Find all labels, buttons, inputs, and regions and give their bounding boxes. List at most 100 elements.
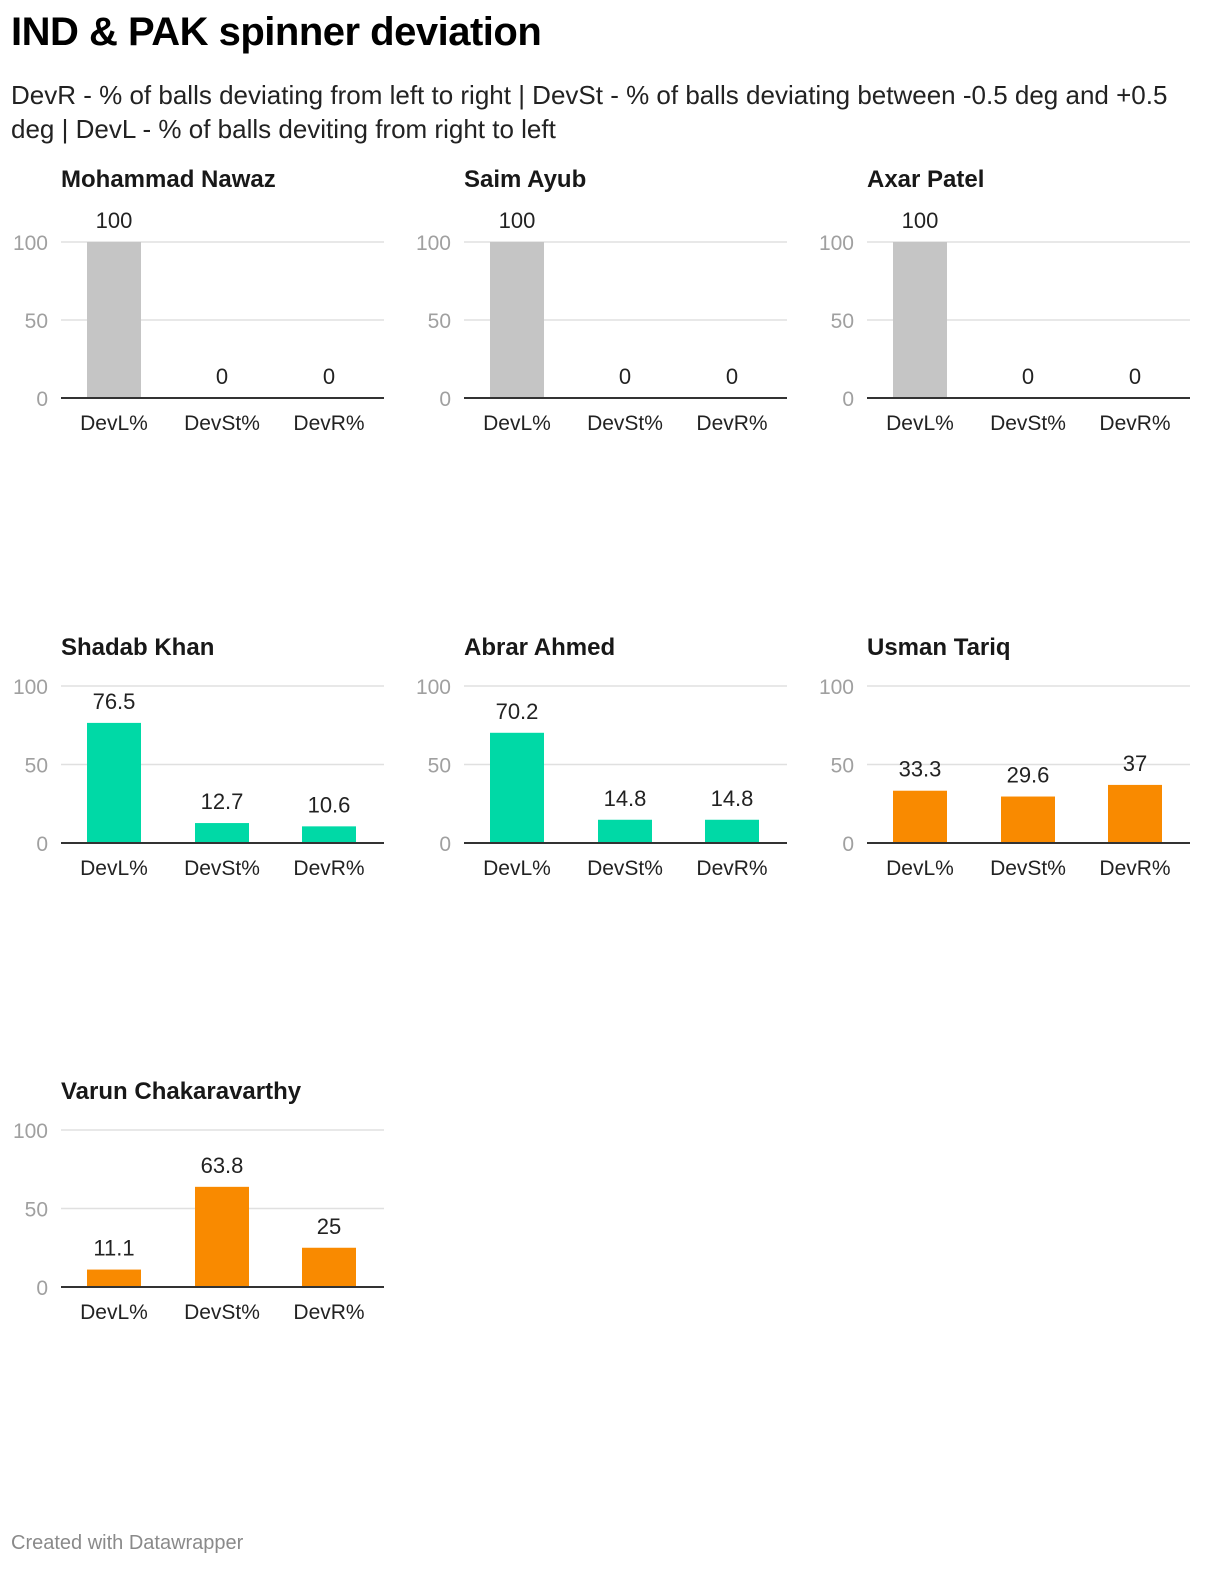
x-tick-label: DevL% — [483, 412, 551, 435]
x-tick-label: DevR% — [696, 857, 767, 880]
y-tick-label: 0 — [842, 833, 854, 856]
bar — [87, 242, 141, 398]
x-tick-label: DevL% — [483, 857, 551, 880]
y-tick-label: 0 — [36, 388, 48, 411]
y-tick-label: 0 — [842, 388, 854, 411]
data-label: 0 — [216, 364, 228, 389]
chart-title: IND & PAK spinner deviation — [11, 10, 542, 54]
panel-saim-ayub: Saim Ayub 0 50 100 100 DevL% 0 DevSt% 0 DevR% — [413, 166, 798, 586]
bar — [705, 819, 759, 843]
data-label: 100 — [902, 208, 939, 233]
data-label: 29.6 — [1007, 763, 1050, 788]
y-tick-label: 100 — [13, 232, 48, 255]
x-tick-label: DevL% — [80, 412, 148, 435]
data-label: 0 — [619, 364, 631, 389]
chart-subtitle: DevR - % of balls deviating from left to… — [11, 80, 1168, 144]
data-label: 70.2 — [496, 699, 539, 724]
data-label: 0 — [1129, 364, 1141, 389]
bar — [195, 823, 249, 843]
data-label: 76.5 — [93, 689, 136, 714]
bar-chart: 0 50 100 100 DevL% 0 DevSt% 0 DevR% — [416, 208, 787, 435]
x-tick-label: DevL% — [80, 1301, 148, 1324]
bar-chart: 0 50 100 11.1 DevL% 63.8 DevSt% 25 DevR% — [13, 1120, 384, 1324]
bar-chart: 0 50 100 76.5 DevL% 12.7 DevSt% 10.6 DevR% — [13, 676, 384, 880]
y-tick-label: 50 — [25, 1199, 48, 1222]
data-label: 10.6 — [308, 792, 351, 817]
panel-axar-patel: Axar Patel 0 50 100 100 DevL% 0 DevSt% 0 DevR% — [816, 166, 1201, 586]
bar-chart: 0 50 100 33.3 DevL% 29.6 DevSt% 37 DevR% — [819, 676, 1190, 880]
bar — [302, 826, 356, 843]
y-tick-label: 100 — [416, 232, 451, 255]
x-tick-label: DevL% — [886, 857, 954, 880]
bar-chart: 0 50 100 100 DevL% 0 DevSt% 0 DevR% — [13, 208, 384, 435]
panel-title: Mohammad Nawaz — [61, 166, 276, 193]
bar — [1108, 784, 1162, 843]
bar — [195, 1186, 249, 1287]
data-label: 100 — [96, 208, 133, 233]
bar — [87, 1269, 141, 1287]
bar — [1001, 796, 1055, 843]
y-tick-label: 0 — [36, 1277, 48, 1300]
data-label: 33.3 — [899, 757, 942, 782]
footer-credit: Created with Datawrapper — [11, 1532, 244, 1554]
bar — [490, 732, 544, 843]
y-tick-label: 0 — [36, 833, 48, 856]
x-tick-label: DevSt% — [587, 857, 663, 880]
x-tick-label: DevL% — [886, 412, 954, 435]
data-label: 63.8 — [201, 1153, 244, 1178]
y-tick-label: 0 — [439, 833, 451, 856]
x-tick-label: DevR% — [293, 412, 364, 435]
bar — [893, 790, 947, 843]
data-label: 11.1 — [93, 1236, 134, 1261]
x-tick-label: DevSt% — [990, 857, 1066, 880]
y-tick-label: 100 — [416, 676, 451, 699]
data-label: 12.7 — [201, 789, 244, 814]
y-tick-label: 100 — [819, 232, 854, 255]
bar — [87, 722, 141, 843]
y-tick-label: 0 — [439, 388, 451, 411]
bar — [302, 1247, 356, 1287]
x-tick-label: DevR% — [293, 1301, 364, 1324]
y-tick-label: 50 — [428, 310, 451, 333]
panel-title: Axar Patel — [867, 166, 985, 193]
x-tick-label: DevR% — [1099, 412, 1170, 435]
x-tick-label: DevSt% — [184, 1301, 260, 1324]
panel-abrar-ahmed: Abrar Ahmed 0 50 100 70.2 DevL% 14.8 DevSt% 14.8… — [413, 634, 798, 1054]
bar — [893, 242, 947, 398]
bar — [490, 242, 544, 398]
bar-chart: 0 50 100 100 DevL% 0 DevSt% 0 DevR% — [819, 208, 1190, 435]
y-tick-label: 50 — [25, 755, 48, 778]
panel-title: Abrar Ahmed — [464, 634, 616, 661]
data-label: 37 — [1123, 751, 1147, 776]
panel-shadab-khan: Shadab Khan 0 50 100 76.5 DevL% 12.7 DevSt% 10.6… — [10, 634, 395, 1054]
y-tick-label: 50 — [428, 755, 451, 778]
x-tick-label: DevSt% — [184, 412, 260, 435]
panel-mohammad-nawaz: Mohammad Nawaz 0 50 100 100 DevL% 0 DevSt% 0 DevR… — [10, 166, 395, 586]
data-label: 14.8 — [604, 786, 647, 811]
x-tick-label: DevSt% — [587, 412, 663, 435]
y-tick-label: 50 — [25, 310, 48, 333]
data-label: 25 — [317, 1214, 341, 1239]
x-tick-label: DevSt% — [990, 412, 1066, 435]
x-tick-label: DevSt% — [184, 857, 260, 880]
panel-title: Saim Ayub — [464, 166, 587, 193]
panel-varun-chakaravarthy: Varun Chakaravarthy 0 50 100 11.1 DevL% 63.8 De… — [10, 1078, 395, 1498]
bar-chart: 0 50 100 70.2 DevL% 14.8 DevSt% 14.8 DevR% — [416, 676, 787, 880]
panel-title: Varun Chakaravarthy — [61, 1078, 302, 1105]
data-label: 0 — [323, 364, 335, 389]
x-tick-label: DevR% — [293, 857, 364, 880]
y-tick-label: 100 — [819, 676, 854, 699]
y-tick-label: 50 — [831, 755, 854, 778]
x-tick-label: DevR% — [1099, 857, 1170, 880]
panel-title: Usman Tariq — [867, 634, 1011, 661]
data-label: 0 — [726, 364, 738, 389]
bar — [598, 819, 652, 843]
y-tick-label: 100 — [13, 1120, 48, 1143]
y-tick-label: 50 — [831, 310, 854, 333]
x-tick-label: DevL% — [80, 857, 148, 880]
x-tick-label: DevR% — [696, 412, 767, 435]
data-label: 14.8 — [711, 786, 754, 811]
y-tick-label: 100 — [13, 676, 48, 699]
data-label: 0 — [1022, 364, 1034, 389]
panel-usman-tariq: Usman Tariq 0 50 100 33.3 DevL% 29.6 DevSt% 37 De… — [816, 634, 1201, 1054]
